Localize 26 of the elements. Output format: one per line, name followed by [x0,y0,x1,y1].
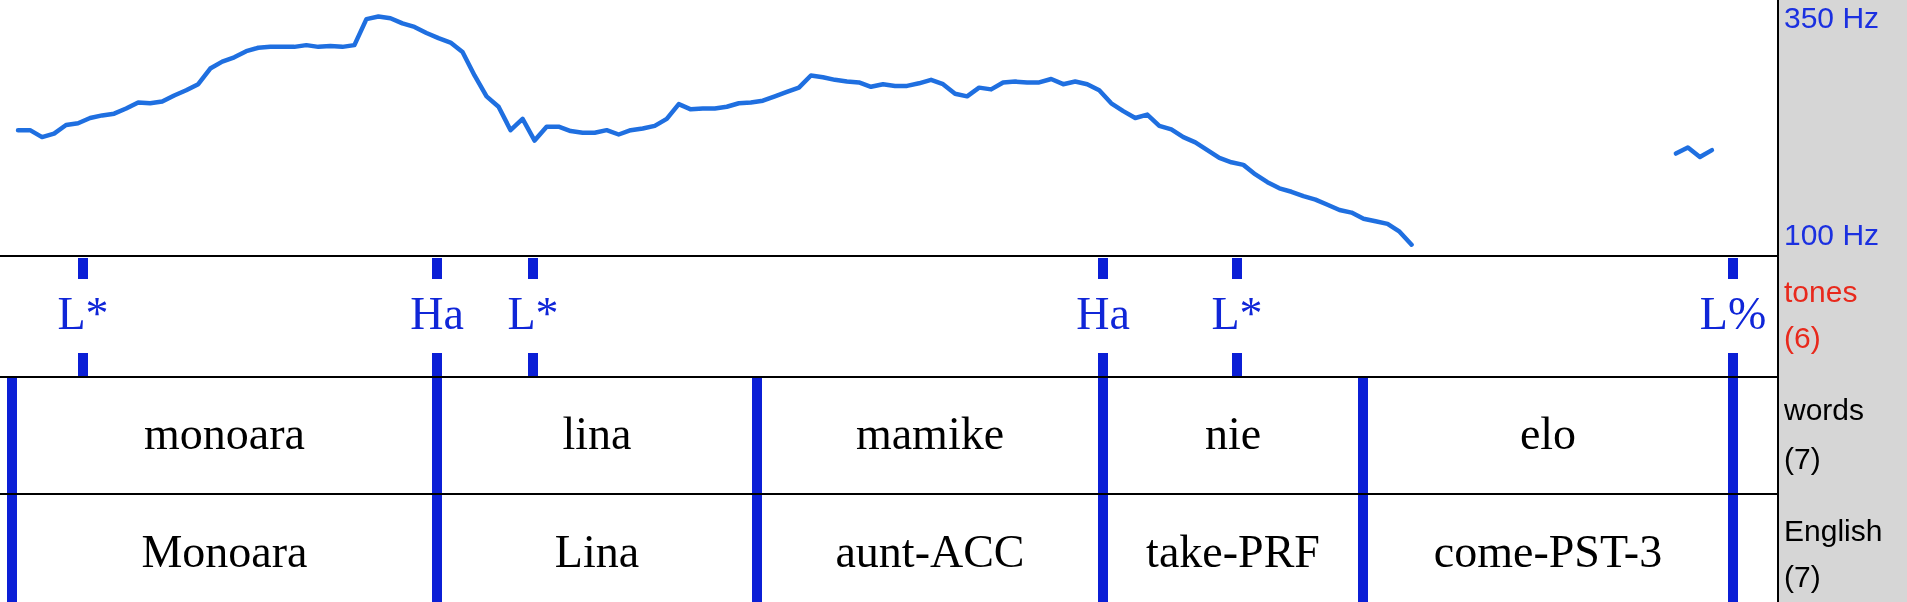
text: L* [57,288,109,339]
text: L* [1211,288,1263,339]
text: L% [1699,288,1767,339]
text: (6) [1784,321,1821,354]
text: tones [1784,275,1858,308]
text: lina [562,408,632,459]
text: elo [1519,408,1577,459]
text: monoara [144,408,305,459]
y-tick-label: 350 Hz [1784,0,1880,34]
line-series [1673,145,1715,160]
text: words [1784,393,1865,426]
text: nie [1204,408,1262,459]
text: come-PST-3 [1433,526,1663,577]
text: mamike [855,408,1005,459]
text: Ha [410,288,464,339]
text: Monoara [141,526,308,577]
line-series [15,14,1414,247]
text: take-PRF [1146,526,1320,577]
text: Ha [1076,288,1130,339]
text: (7) [1784,442,1821,475]
y-tick-label: 100 Hz [1784,217,1880,251]
text: Lina [554,526,640,577]
text: English [1784,514,1883,547]
text: (7) [1784,560,1821,593]
text: L* [507,288,559,339]
text: aunt-ACC [835,526,1025,577]
